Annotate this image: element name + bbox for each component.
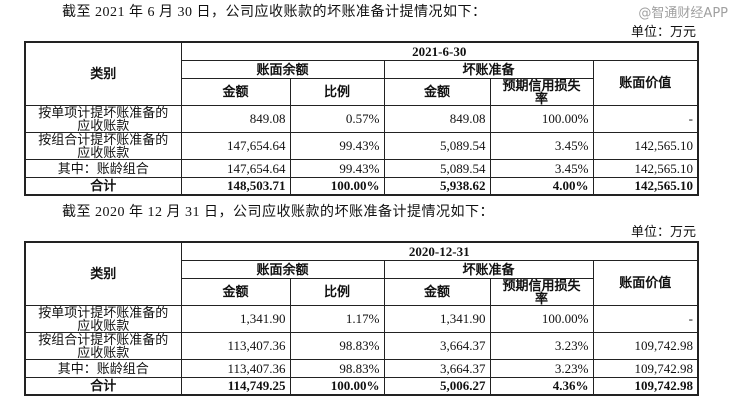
table-row: 按单项计提坏账准备的应收账款 1,341.90 1.17% 1,341.90 1…: [24, 304, 699, 333]
cell-bad-debt: 3,664.37: [383, 331, 491, 360]
header-amount: 金额: [180, 277, 291, 306]
bad-debt-table: 类别 2020-12-31 账面余额 坏账准备 账面价值 金额 比例 金额 预期信用损失率 …: [24, 241, 700, 396]
header-amount: 金额: [383, 77, 491, 106]
row-category: 其中：账龄组合: [24, 158, 182, 178]
header-ratio: 比例: [289, 277, 385, 306]
section-intro: 截至 2020 年 12 月 31 日，公司应收账款的坏账准备计提情况如下：: [62, 205, 494, 220]
header-book-value: 账面价值: [592, 259, 699, 306]
row-category: 合计: [24, 376, 182, 396]
cell-ecl-rate: 4.00%: [489, 176, 594, 196]
cell-ecl-rate: 100.00%: [489, 104, 594, 133]
cell-bad-debt: 5,089.54: [383, 131, 491, 160]
cell-bad-debt: 5,938.62: [383, 176, 491, 196]
cell-amount: 1,341.90: [180, 304, 291, 333]
cell-ecl-rate: 3.23%: [489, 331, 594, 360]
cell-bad-debt: 849.08: [383, 104, 491, 133]
header-category: 类别: [24, 241, 182, 306]
cell-book-value: 109,742.98: [592, 358, 699, 378]
cell-bad-debt: 5,089.54: [383, 158, 491, 178]
cell-book-value: -: [592, 304, 699, 333]
header-amount: 金额: [383, 277, 491, 306]
cell-ratio: 99.43%: [289, 158, 385, 178]
cell-book-value: 142,565.10: [592, 158, 699, 178]
bad-debt-table: 类别 2021-6-30 账面余额 坏账准备 账面价值 金额 比例 金额 预期信用损失率 按…: [24, 41, 699, 196]
cell-ratio: 0.57%: [289, 104, 385, 133]
table-row: 其中：账龄组合 147,654.64 99.43% 5,089.54 3.45%…: [24, 158, 699, 178]
table-row: 合计 148,503.71 100.00% 5,938.62 4.00% 142…: [24, 176, 699, 196]
table-row: 按组合计提坏账准备的应收账款 113,407.36 98.83% 3,664.3…: [24, 331, 699, 360]
unit-label: 单位：万元: [630, 24, 696, 39]
cell-book-value: 109,742.98: [592, 331, 699, 360]
cell-ecl-rate: 3.45%: [489, 131, 594, 160]
cell-ecl-rate: 4.36%: [489, 376, 594, 396]
cell-amount: 147,654.64: [180, 131, 291, 160]
cell-ratio: 100.00%: [289, 376, 385, 396]
table-row: 按组合计提坏账准备的应收账款 147,654.64 99.43% 5,089.5…: [24, 131, 699, 160]
cell-ecl-rate: 3.23%: [489, 358, 594, 378]
cell-ecl-rate: 100.00%: [489, 304, 594, 333]
row-category: 按组合计提坏账准备的应收账款: [24, 131, 182, 160]
header-ratio: 比例: [289, 77, 385, 106]
cell-ecl-rate: 3.45%: [489, 158, 594, 178]
watermark: @智通财经APP: [638, 6, 728, 21]
header-date: 2021-6-30: [180, 41, 699, 61]
cell-ratio: 1.17%: [289, 304, 385, 333]
section-intro: 截至 2021 年 6 月 30 日，公司应收账款的坏账准备计提情况如下：: [62, 5, 487, 20]
cell-book-value: -: [592, 104, 699, 133]
unit-label: 单位：万元: [630, 224, 696, 239]
cell-bad-debt: 3,664.37: [383, 358, 491, 378]
table-row: 合计 114,749.25 100.00% 5,006.27 4.36% 109…: [24, 376, 699, 396]
header-date: 2020-12-31: [180, 241, 699, 261]
cell-amount: 113,407.36: [180, 331, 291, 360]
row-category: 按单项计提坏账准备的应收账款: [24, 304, 182, 333]
header-amount: 金额: [180, 77, 291, 106]
header-ecl-rate: 预期信用损失率: [489, 77, 594, 106]
table-row: 其中：账龄组合 113,407.36 98.83% 3,664.37 3.23%…: [24, 358, 699, 378]
cell-amount: 114,749.25: [180, 376, 291, 396]
cell-ratio: 100.00%: [289, 176, 385, 196]
cell-book-value: 109,742.98: [592, 376, 699, 396]
cell-amount: 849.08: [180, 104, 291, 133]
cell-ratio: 98.83%: [289, 331, 385, 360]
cell-amount: 148,503.71: [180, 176, 291, 196]
cell-ratio: 99.43%: [289, 131, 385, 160]
header-bad-debt: 坏账准备: [383, 59, 594, 79]
header-book-balance: 账面余额: [180, 259, 385, 279]
cell-ratio: 98.83%: [289, 358, 385, 378]
header-category: 类别: [24, 41, 182, 106]
cell-bad-debt: 1,341.90: [383, 304, 491, 333]
cell-amount: 113,407.36: [180, 358, 291, 378]
table-row: 按单项计提坏账准备的应收账款 849.08 0.57% 849.08 100.0…: [24, 104, 699, 133]
header-bad-debt: 坏账准备: [383, 259, 594, 279]
header-ecl-rate: 预期信用损失率: [489, 277, 594, 306]
cell-book-value: 142,565.10: [592, 131, 699, 160]
header-book-balance: 账面余额: [180, 59, 385, 79]
row-category: 其中：账龄组合: [24, 358, 182, 378]
cell-book-value: 142,565.10: [592, 176, 699, 196]
cell-bad-debt: 5,006.27: [383, 376, 491, 396]
header-book-value: 账面价值: [592, 59, 699, 106]
row-category: 按组合计提坏账准备的应收账款: [24, 331, 182, 360]
cell-amount: 147,654.64: [180, 158, 291, 178]
row-category: 合计: [24, 176, 182, 196]
row-category: 按单项计提坏账准备的应收账款: [24, 104, 182, 133]
